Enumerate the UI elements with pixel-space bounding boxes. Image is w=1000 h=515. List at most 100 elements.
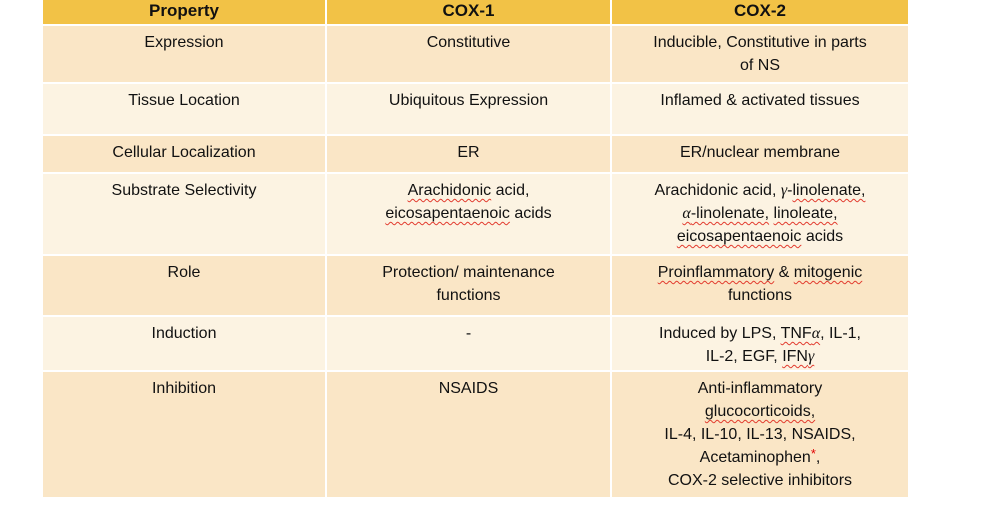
cox-comparison-table: Property COX-1 COX-2 Expression Constitut… xyxy=(41,0,910,499)
text-segment: of NS xyxy=(739,57,780,74)
header-cell-property: Property xyxy=(41,0,327,26)
header-cell-cox1: COX-1 xyxy=(325,0,612,26)
cell-line: Protection/ maintenance xyxy=(331,261,606,284)
greek-letter: γ xyxy=(780,182,788,199)
header-row: Property COX-1 COX-2 xyxy=(41,0,910,26)
cell-line: eicosapentaenoic acids xyxy=(331,202,606,225)
misspelled-text: glucocorticoids, xyxy=(704,403,816,420)
misspelled-text: -linolenate, xyxy=(690,205,770,222)
text-segment: , IL-1, xyxy=(820,325,861,342)
cell-line: Anti-inflammatory xyxy=(616,377,904,400)
cell-induction-property: Induction xyxy=(41,315,327,372)
cell-line: ER xyxy=(331,141,606,164)
misspelled-text: eicosapentaenoic xyxy=(676,228,802,245)
table-header: Property COX-1 COX-2 xyxy=(41,0,910,26)
text-segment: Anti-inflammatory xyxy=(697,380,823,397)
cell-line: Arachidonic acid, xyxy=(331,179,606,202)
misspelled-text: eicosapentaenoic xyxy=(385,205,510,222)
table-row-tissue-location: Tissue Location Ubiquitous Expression Infl… xyxy=(41,82,910,136)
cell-line: Ubiquitous Expression xyxy=(331,89,606,112)
text-segment: & xyxy=(774,264,794,281)
greek-letter: α xyxy=(811,325,821,342)
text-segment: acids xyxy=(801,228,844,245)
text-segment: acid, xyxy=(491,182,530,199)
text-segment: Inflamed & activated tissues xyxy=(660,92,860,109)
misspelled-text: mitogenic xyxy=(793,264,863,281)
misspelled-text: TNF xyxy=(780,325,812,342)
text-segment: acids xyxy=(509,205,552,222)
cell-line: Inflamed & activated tissues xyxy=(616,89,904,112)
cell-tissue-location-cox2: Inflamed & activated tissues xyxy=(610,82,910,136)
table-body: Expression Constitutive Inducible, Constit… xyxy=(41,24,910,499)
cell-line: functions xyxy=(331,284,606,307)
cell-line: Induced by LPS, TNFα, IL-1, xyxy=(616,322,904,345)
table-row-inhibition: Inhibition NSAIDS Anti-inflammatory glucoco… xyxy=(41,370,910,499)
red-asterisk: * xyxy=(810,446,816,461)
text-segment: IL-2, EGF, xyxy=(705,348,783,365)
text-segment: functions xyxy=(436,287,501,304)
table-row-expression: Expression Constitutive Inducible, Constit… xyxy=(41,24,910,84)
text-segment: , xyxy=(815,449,821,466)
text-segment: - xyxy=(787,182,793,199)
cell-substrate-selectivity-property: Substrate Selectivity xyxy=(41,172,327,256)
cell-line: - xyxy=(331,322,606,345)
text-segment: ER/nuclear membrane xyxy=(679,144,841,161)
cox-comparison-table-container: Property COX-1 COX-2 Expression Constitut… xyxy=(41,0,910,499)
cell-role-cox1: Protection/ maintenance functions xyxy=(325,254,612,317)
text-segment: functions xyxy=(727,287,793,304)
table-row-substrate-selectivity: Substrate Selectivity Arachidonic acid, ei… xyxy=(41,172,910,256)
cell-inhibition-property: Inhibition xyxy=(41,370,327,499)
cell-induction-cox1: - xyxy=(325,315,612,372)
text-segment: IL-4, IL-10, IL-13, NSAIDS, xyxy=(664,426,856,443)
text-segment: ER xyxy=(457,144,480,161)
cell-line: ER/nuclear membrane xyxy=(616,141,904,164)
cell-substrate-selectivity-cox1: Arachidonic acid, eicosapentaenoic acids xyxy=(325,172,612,256)
text-segment: COX-2 selective inhibitors xyxy=(667,472,853,489)
cell-line: IL-4, IL-10, IL-13, NSAIDS, xyxy=(616,423,904,446)
cell-line: Proinflammatory & mitogenic xyxy=(616,261,904,284)
misspelled-text: Proinflammatory xyxy=(657,264,775,281)
cell-cellular-localization-property: Cellular Localization xyxy=(41,134,327,174)
text-segment: Induced by LPS, xyxy=(659,325,781,342)
cell-line: eicosapentaenoic acids xyxy=(616,225,904,248)
greek-letter: γ xyxy=(807,348,815,365)
cell-cellular-localization-cox2: ER/nuclear membrane xyxy=(610,134,910,174)
cell-substrate-selectivity-cox2: Arachidonic acid, γ-linolenate, α-linolen… xyxy=(610,172,910,256)
text-segment: Acetaminophen xyxy=(699,449,811,466)
text-segment: Ubiquitous Expression xyxy=(388,92,549,109)
text-segment: Inducible, Constitutive in parts xyxy=(653,34,867,51)
misspelled-text: linolenate, xyxy=(792,182,866,199)
cell-expression-property: Expression xyxy=(41,24,327,84)
text-segment: Constitutive xyxy=(426,34,511,51)
greek-letter: α xyxy=(682,205,691,222)
cell-line: Inducible, Constitutive in parts xyxy=(616,31,904,54)
cell-line: functions xyxy=(616,284,904,307)
cell-line: NSAIDS xyxy=(331,377,606,400)
cell-line: Acetaminophen*, xyxy=(616,446,904,469)
cell-inhibition-cox2: Anti-inflammatory glucocorticoids, IL-4, I… xyxy=(610,370,910,499)
text-segment: - xyxy=(465,325,472,342)
cell-induction-cox2: Induced by LPS, TNFα, IL-1, IL-2, EGF, IF… xyxy=(610,315,910,372)
misspelled-text: IFN xyxy=(782,348,808,365)
header-cell-cox2: COX-2 xyxy=(610,0,910,26)
cell-line: COX-2 selective inhibitors xyxy=(616,469,904,492)
table-row-role: Role Protection/ maintenance functions Proi… xyxy=(41,254,910,317)
cell-role-property: Role xyxy=(41,254,327,317)
cell-line: IL-2, EGF, IFNγ xyxy=(616,345,904,368)
misspelled-text: Arachidonic xyxy=(407,182,492,199)
cell-line: α-linolenate, linoleate, xyxy=(616,202,904,225)
cell-tissue-location-cox1: Ubiquitous Expression xyxy=(325,82,612,136)
table-row-cellular-localization: Cellular Localization ER ER/nuclear membra… xyxy=(41,134,910,174)
cell-cellular-localization-cox1: ER xyxy=(325,134,612,174)
table-row-induction: Induction - Induced by LPS, TNFα, IL-1, IL-… xyxy=(41,315,910,372)
text-segment: NSAIDS xyxy=(438,380,499,397)
cell-expression-cox2: Inducible, Constitutive in parts of NS xyxy=(610,24,910,84)
misspelled-text: linoleate, xyxy=(773,205,838,222)
cell-line: Arachidonic acid, γ-linolenate, xyxy=(616,179,904,202)
cell-expression-cox1: Constitutive xyxy=(325,24,612,84)
cell-role-cox2: Proinflammatory & mitogenic functions xyxy=(610,254,910,317)
cell-line: of NS xyxy=(616,54,904,77)
text-segment: Protection/ maintenance xyxy=(382,264,555,281)
cell-line: glucocorticoids, xyxy=(616,400,904,423)
cell-tissue-location-property: Tissue Location xyxy=(41,82,327,136)
